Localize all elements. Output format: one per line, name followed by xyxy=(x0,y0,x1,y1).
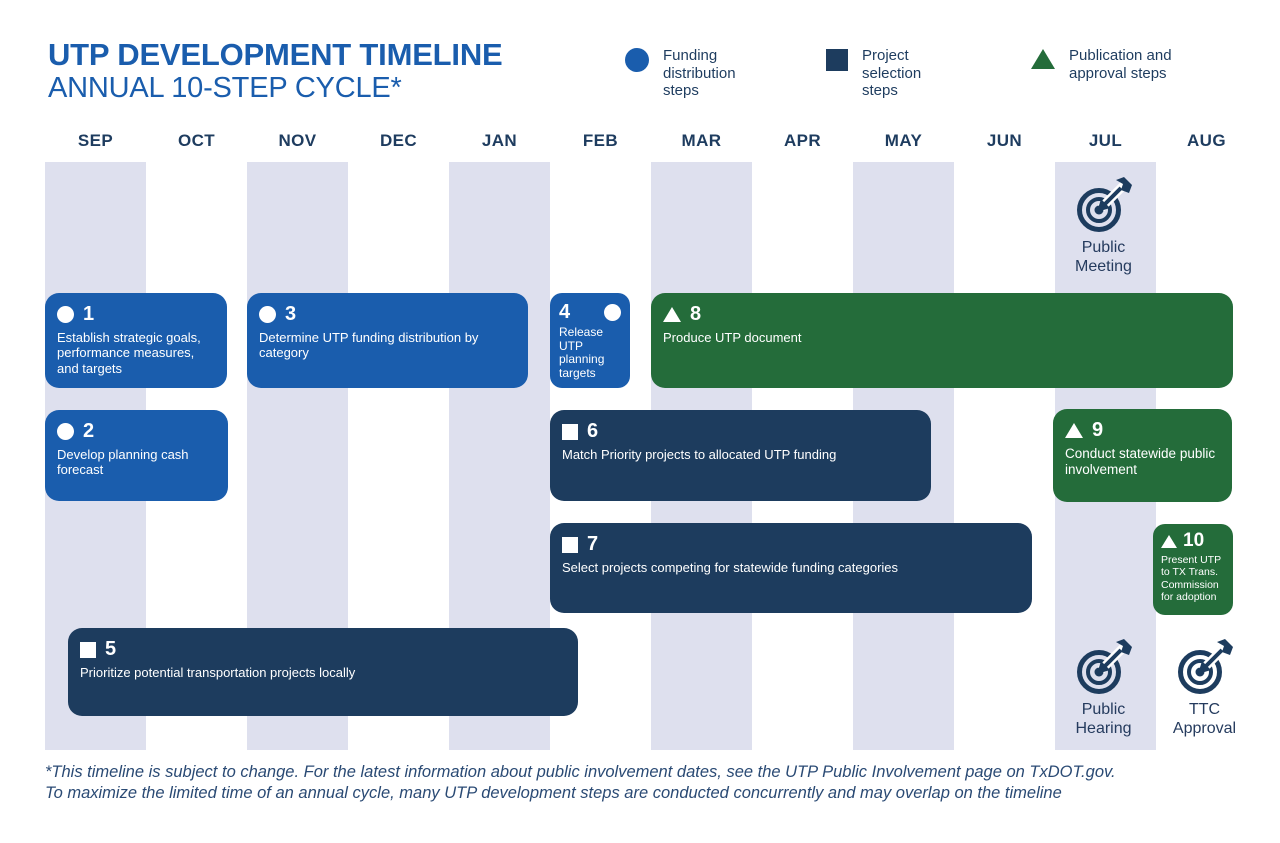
step-3-bar: 3 Determine UTP funding distribution by … xyxy=(247,293,528,388)
step-4-bar: 4 Release UTP planning targets xyxy=(550,293,630,388)
funding-circle-icon xyxy=(625,48,649,72)
step-description: Release UTP planning targets xyxy=(559,325,605,381)
target-arrow-icon xyxy=(1074,174,1134,236)
circle-marker-icon xyxy=(259,306,276,323)
step-10-bar: 10 Present UTP to TX Trans. Commission f… xyxy=(1153,524,1233,615)
circle-marker-icon xyxy=(604,304,621,321)
month-label-jan: JAN xyxy=(481,131,518,150)
triangle-marker-icon xyxy=(663,307,681,322)
month-label-aug: AUG xyxy=(1187,131,1226,150)
month-label-feb: FEB xyxy=(582,131,619,150)
milestone-label: Public Meeting xyxy=(1075,239,1132,275)
legend-label: Project selection steps xyxy=(862,47,922,100)
step-description: Establish strategic goals, performance m… xyxy=(57,330,201,376)
step-description: Conduct statewide public involvement xyxy=(1065,446,1216,477)
circle-marker-icon xyxy=(57,306,74,323)
square-marker-icon xyxy=(562,423,578,440)
step-7-bar: 7 Select projects competing for statewid… xyxy=(550,523,1032,613)
milestone-ttc-approval: TTC Approval xyxy=(1154,636,1255,738)
month-label-sep: SEP xyxy=(77,131,114,150)
month-label-may: MAY xyxy=(884,131,923,150)
month-label-mar: MAR xyxy=(681,131,722,150)
footnote-line-1: *This timeline is subject to change. For… xyxy=(45,763,1116,781)
triangle-marker-icon xyxy=(1065,423,1083,438)
month-label-oct: OCT xyxy=(177,131,216,150)
month-label-jul: JUL xyxy=(1088,131,1123,150)
month-label-jun: JUN xyxy=(986,131,1023,150)
legend-item-selection: Project selection steps xyxy=(826,47,942,100)
month-label-nov: NOV xyxy=(278,131,317,150)
step-number: 10 xyxy=(1183,530,1205,551)
step-description: Develop planning cash forecast xyxy=(57,447,189,478)
legend-label: Publication and approval steps xyxy=(1069,47,1172,82)
step-8-bar: 8 Produce UTP document xyxy=(651,293,1233,388)
step-number: 6 xyxy=(587,420,599,442)
step-2-bar: 2 Develop planning cash forecast xyxy=(45,410,228,501)
step-number: 1 xyxy=(83,303,95,325)
step-number: 7 xyxy=(587,533,599,555)
milestone-public-meeting: Public Meeting xyxy=(1053,174,1154,276)
footnote-line-2: To maximize the limited time of an annua… xyxy=(45,783,1062,802)
circle-marker-icon xyxy=(57,423,74,440)
title-line-2: ANNUAL 10-STEP CYCLE* xyxy=(48,72,402,105)
step-9-bar: 9 Conduct statewide public involvement xyxy=(1053,409,1232,502)
step-description: Match Priority projects to allocated UTP… xyxy=(562,447,837,462)
step-1-bar: 1 Establish strategic goals, performance… xyxy=(45,293,227,388)
step-description: Select projects competing for statewide … xyxy=(562,560,899,575)
month-label-dec: DEC xyxy=(379,131,418,150)
step-6-bar: 6 Match Priority projects to allocated U… xyxy=(550,410,931,501)
step-number: 5 xyxy=(105,638,117,660)
legend-item-funding: Funding distribution steps xyxy=(625,47,753,100)
legend-item-publication: Publication and approval steps xyxy=(1031,47,1179,82)
step-number: 4 xyxy=(559,301,571,323)
selection-square-icon xyxy=(826,49,848,71)
footnote: *This timeline is subject to change. For… xyxy=(45,762,1260,803)
milestone-label: TTC Approval xyxy=(1172,701,1237,737)
triangle-marker-icon xyxy=(1161,534,1177,548)
title-line-1: UTP DEVELOPMENT TIMELINE xyxy=(48,37,503,72)
publication-triangle-icon xyxy=(1031,49,1055,69)
milestone-label: Public Hearing xyxy=(1075,701,1132,737)
square-marker-icon xyxy=(562,536,578,553)
step-description: Prioritize potential transportation proj… xyxy=(80,665,356,680)
target-arrow-icon xyxy=(1175,636,1235,698)
step-description: Present UTP to TX Trans. Commission for … xyxy=(1161,554,1221,604)
step-number: 9 xyxy=(1092,419,1104,441)
square-marker-icon xyxy=(80,641,96,658)
step-5-bar: 5 Prioritize potential transportation pr… xyxy=(68,628,578,716)
step-number: 2 xyxy=(83,420,95,442)
step-number: 3 xyxy=(285,303,297,325)
legend-label: Funding distribution steps xyxy=(663,47,736,100)
step-number: 8 xyxy=(690,303,702,325)
target-arrow-icon xyxy=(1074,636,1134,698)
month-label-apr: APR xyxy=(783,131,822,150)
milestone-public-hearing: Public Hearing xyxy=(1053,636,1154,738)
step-description: Determine UTP funding distribution by ca… xyxy=(259,330,479,361)
page-title: UTP DEVELOPMENT TIMELINE ANNUAL 10-STEP … xyxy=(48,37,503,105)
step-description: Produce UTP document xyxy=(663,330,802,345)
